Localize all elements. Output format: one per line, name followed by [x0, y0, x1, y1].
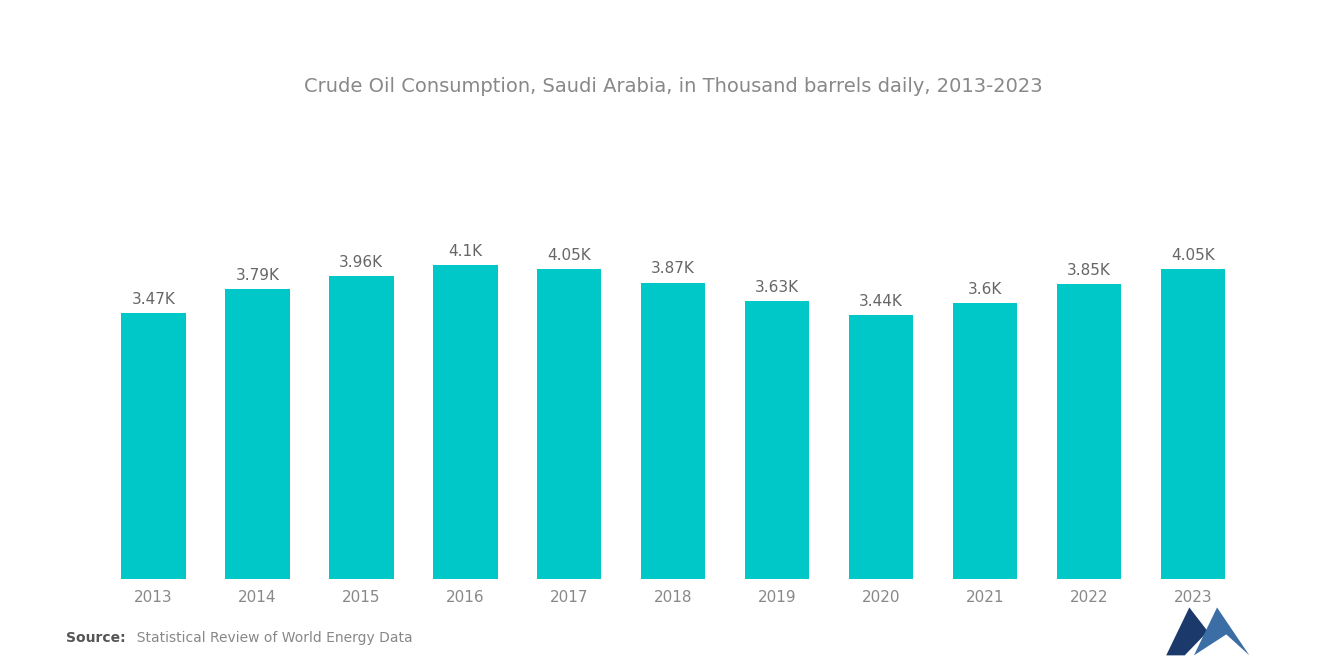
Bar	[1057, 284, 1121, 579]
Bar	[433, 265, 498, 579]
Polygon shape	[1195, 608, 1250, 656]
Bar	[226, 289, 289, 579]
Text: Source:: Source:	[66, 631, 125, 645]
Text: 4.1K: 4.1K	[449, 244, 482, 259]
Text: Statistical Review of World Energy Data: Statistical Review of World Energy Data	[128, 631, 413, 645]
Bar	[121, 313, 186, 579]
Text: 3.47K: 3.47K	[132, 292, 176, 307]
Bar	[849, 315, 913, 579]
Text: 4.05K: 4.05K	[548, 247, 591, 263]
Text: 3.79K: 3.79K	[235, 267, 280, 283]
Text: 3.96K: 3.96K	[339, 255, 383, 269]
Bar	[329, 276, 393, 579]
Text: 3.6K: 3.6K	[968, 282, 1002, 297]
Bar	[642, 283, 705, 579]
Text: 3.63K: 3.63K	[755, 280, 799, 295]
Bar	[537, 269, 602, 579]
Polygon shape	[1166, 608, 1208, 656]
Text: 3.87K: 3.87K	[651, 261, 696, 277]
Text: 3.85K: 3.85K	[1067, 263, 1111, 278]
Bar	[1160, 269, 1225, 579]
Text: 3.44K: 3.44K	[859, 295, 903, 309]
Bar	[953, 303, 1018, 579]
Title: Crude Oil Consumption, Saudi Arabia, in Thousand barrels daily, 2013-2023: Crude Oil Consumption, Saudi Arabia, in …	[304, 77, 1043, 96]
Text: 4.05K: 4.05K	[1171, 247, 1214, 263]
Bar	[744, 301, 809, 579]
